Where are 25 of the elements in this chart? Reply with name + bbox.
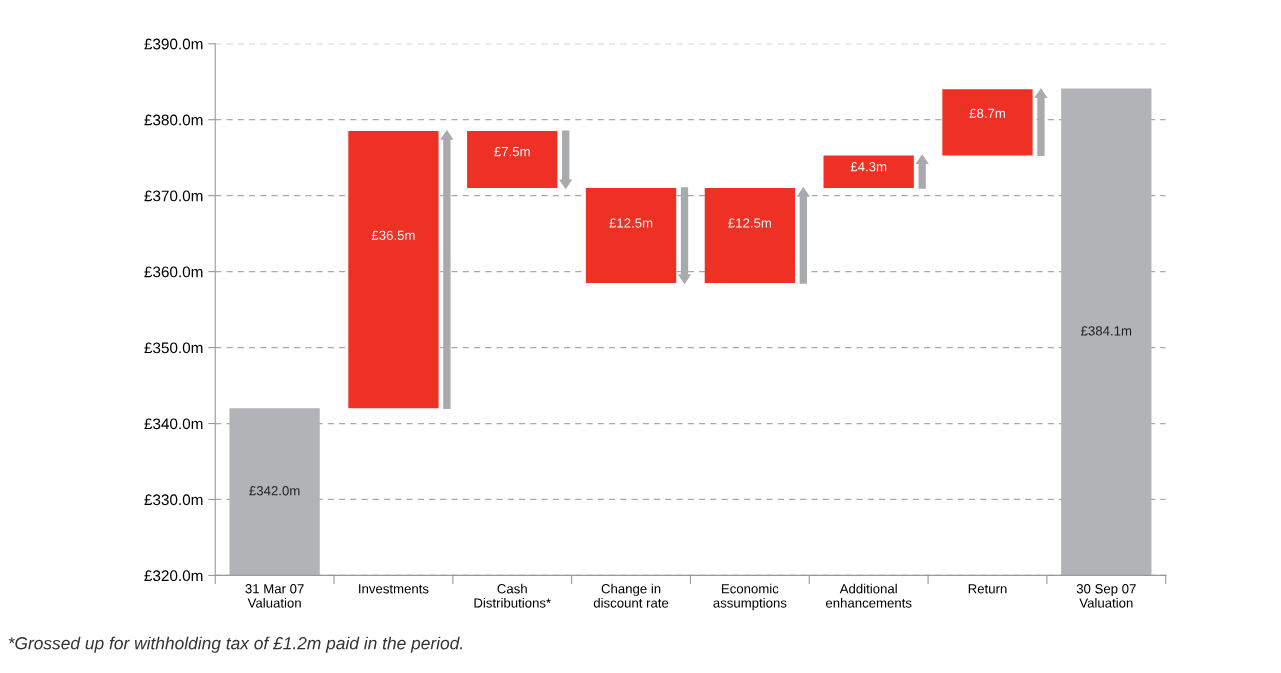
y-tick-label: £330.0m [144,494,203,506]
data-label: £384.1m [1081,326,1132,336]
y-tick-label: £390.0m [144,38,203,50]
y-tick-label: £360.0m [144,266,203,278]
y-tick-label: £350.0m [144,342,203,354]
data-label: £12.5m [728,218,771,228]
x-tick-label: Additional enhancements [825,583,912,608]
x-tick-label: Change in discount rate [593,583,669,608]
x-tick-label: Return [968,584,1007,594]
y-tick-label: £370.0m [144,190,203,202]
y-tick-label: £340.0m [144,418,203,430]
data-label: £342.0m [249,486,300,496]
data-label: £7.5m [494,146,530,157]
x-tick-label: 30 Sep 07 Valuation [1076,584,1136,608]
x-tick-label: 31 Mar 07 Valuation [245,584,304,608]
y-tick-label: £380.0m [144,114,203,126]
data-label: £8.7m [969,108,1005,118]
data-label: £12.5m [609,218,653,228]
x-tick-label: Cash Distributions* [474,583,551,608]
data-label: £4.3m [850,162,887,172]
x-tick-label: Economic assumptions [713,583,787,611]
data-label: £36.5m [371,230,415,240]
y-tick-label: £320.0m [144,570,203,582]
x-tick-label: Investments [359,584,429,594]
text: *Grossed up for withholding tax of £1.2m paid in the period. [8,636,463,653]
